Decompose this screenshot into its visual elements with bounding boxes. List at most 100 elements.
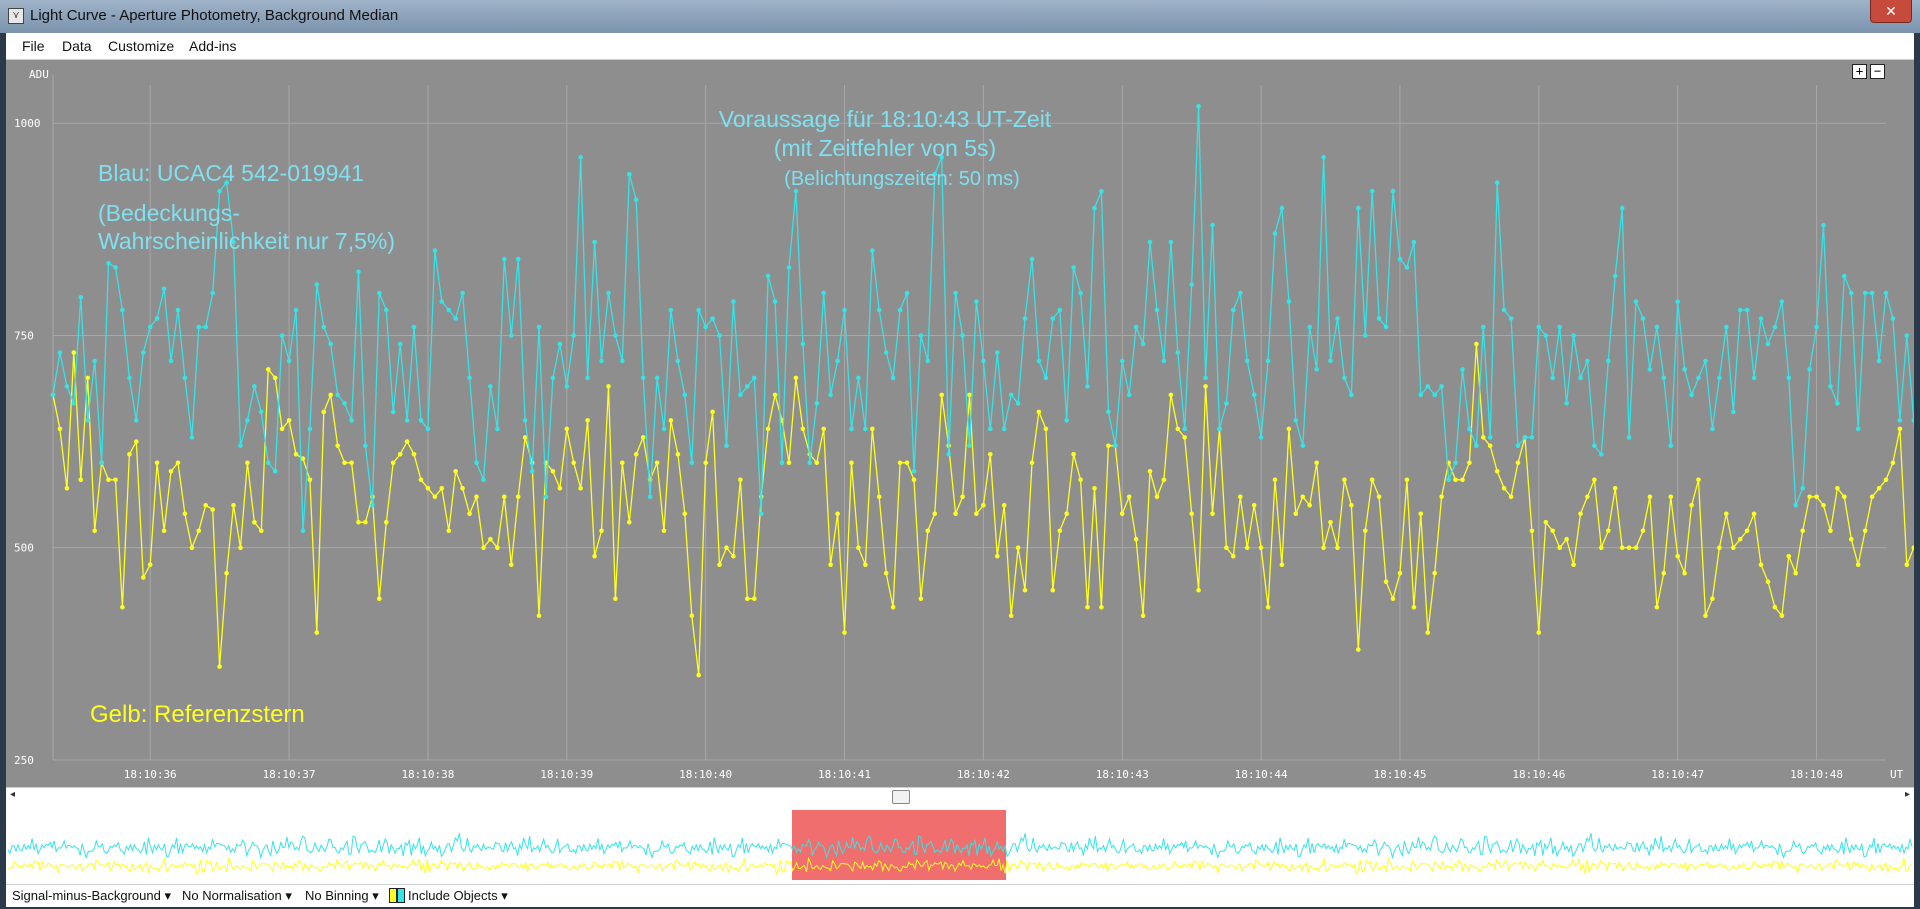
data-point — [1189, 282, 1194, 287]
data-point — [78, 295, 84, 300]
data-point — [696, 672, 701, 678]
data-point — [300, 528, 306, 534]
data-point — [842, 630, 847, 635]
data-point — [1661, 570, 1667, 576]
data-point — [1231, 553, 1236, 559]
data-point — [217, 188, 222, 194]
data-point — [710, 409, 715, 415]
data-point — [1238, 494, 1243, 500]
data-point — [279, 426, 285, 432]
data-point — [1224, 401, 1229, 406]
data-point — [120, 307, 125, 313]
x-tick-label: 18:10:45 — [1373, 768, 1426, 781]
data-point — [161, 528, 167, 534]
data-point — [1085, 604, 1090, 610]
data-point — [1293, 418, 1299, 423]
data-point — [397, 452, 403, 457]
scroll-right-icon[interactable]: ▸ — [1904, 789, 1910, 800]
data-point — [1279, 562, 1285, 567]
data-point — [370, 503, 375, 508]
data-point — [1564, 401, 1569, 406]
menu-add-ins[interactable]: Add-ins — [189, 38, 237, 54]
data-point — [1487, 443, 1493, 449]
data-point — [1515, 460, 1521, 466]
data-point — [974, 299, 979, 304]
data-point — [1022, 587, 1028, 593]
data-point — [71, 350, 77, 355]
data-point — [1147, 469, 1153, 474]
data-point — [682, 392, 688, 398]
signal-mode-dropdown[interactable]: Signal-minus-Background ▾ — [12, 888, 171, 903]
data-point — [342, 460, 347, 466]
data-point — [1238, 290, 1243, 296]
data-point — [647, 494, 653, 500]
data-point — [1300, 443, 1306, 449]
data-point — [1842, 273, 1847, 279]
data-point — [293, 452, 299, 457]
overview-strip[interactable] — [6, 806, 1914, 884]
data-point — [384, 307, 389, 313]
close-window-button[interactable]: ✕ — [1870, 0, 1912, 23]
data-point — [1849, 290, 1854, 296]
scroll-thumb[interactable] — [892, 790, 910, 804]
data-point — [1390, 188, 1396, 194]
horizontal-scrollbar[interactable]: ◂ ▸ — [6, 787, 1914, 807]
data-point — [633, 197, 639, 202]
data-point — [786, 265, 792, 270]
data-point — [932, 171, 938, 177]
data-point — [286, 358, 292, 364]
include-objects-dropdown[interactable]: Include Objects ▾ — [408, 888, 508, 903]
data-point — [1210, 222, 1215, 228]
data-point — [1175, 426, 1181, 432]
data-point — [856, 545, 861, 550]
data-point — [509, 562, 514, 567]
data-point — [793, 375, 799, 381]
data-point — [238, 443, 243, 449]
series-group — [50, 341, 1914, 678]
data-point — [432, 248, 438, 253]
chart-annotations: Voraussage für 18:10:43 UT-Zeit (mit Zei… — [90, 106, 1052, 728]
data-point — [1383, 324, 1389, 330]
data-point — [446, 307, 452, 313]
data-point — [1126, 494, 1132, 500]
menu-customize[interactable]: Customize — [108, 38, 175, 54]
data-point — [1647, 494, 1653, 500]
data-point — [1654, 324, 1660, 330]
data-point — [64, 384, 70, 389]
annotation-yellow-reference: Gelb: Referenzstern — [90, 701, 305, 728]
data-point — [1550, 528, 1555, 534]
data-point — [717, 333, 722, 338]
data-point — [939, 154, 944, 160]
data-point — [1272, 231, 1278, 236]
data-point — [1703, 358, 1708, 364]
menu-file[interactable]: File — [22, 38, 45, 54]
y-axis-label: ADU — [29, 68, 49, 81]
data-point — [1668, 494, 1674, 500]
data-point — [1731, 545, 1736, 550]
zoom-out-button[interactable]: − — [1870, 64, 1885, 79]
data-point — [515, 494, 521, 500]
data-point — [550, 375, 556, 381]
data-point — [71, 401, 77, 406]
scroll-left-icon[interactable]: ◂ — [10, 789, 16, 800]
data-point — [1064, 418, 1069, 423]
data-point — [1321, 545, 1326, 550]
data-point — [1564, 536, 1569, 542]
normalisation-dropdown[interactable]: No Normalisation ▾ — [182, 888, 292, 903]
menu-data[interactable]: Data — [62, 38, 92, 54]
data-point — [1126, 392, 1132, 398]
data-point — [189, 545, 195, 550]
data-point — [738, 477, 743, 483]
zoom-in-button[interactable]: + — [1852, 64, 1867, 79]
yellow-series-swatch-icon — [389, 888, 397, 903]
data-point — [1092, 486, 1097, 491]
data-point — [182, 375, 188, 381]
overview-visible-window[interactable] — [792, 810, 1006, 880]
data-point — [1057, 307, 1063, 313]
light-curve-plot[interactable]: 1000 750 500 250 18:10:36 18:10:37 18:10:38 18:… — [6, 60, 1914, 787]
data-point — [578, 154, 583, 160]
binning-dropdown[interactable]: No Binning ▾ — [305, 888, 379, 903]
data-point — [1307, 503, 1312, 508]
data-point — [814, 401, 820, 406]
data-point — [1640, 316, 1646, 321]
